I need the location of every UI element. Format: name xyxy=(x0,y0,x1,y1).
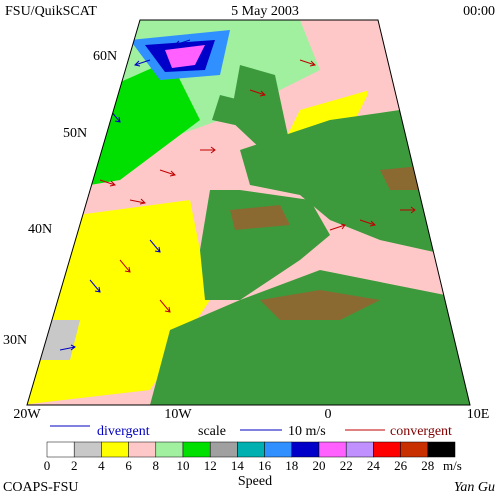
colorbar-swatch xyxy=(128,441,157,458)
colorbar-swatch xyxy=(101,441,129,458)
colorbar-label: 24 xyxy=(367,458,381,473)
colorbar-label: 0 xyxy=(44,458,51,473)
colorbar-label: 12 xyxy=(204,458,217,473)
header-left: FSU/QuikSCAT xyxy=(5,4,97,19)
colorbar-swatch xyxy=(264,441,293,458)
lat-label: 60N xyxy=(93,49,117,64)
colorbar-label: 14 xyxy=(231,458,245,473)
lat-label: 40N xyxy=(28,222,52,237)
colorbar: 0 2 4 6 8 10 12 14 16 18 20 22 24 26 28 m/s xyxy=(44,441,462,473)
colorbar-swatch xyxy=(182,441,211,458)
colorbar-label: 16 xyxy=(258,458,272,473)
colorbar-label: 28 xyxy=(421,458,434,473)
colorbar-swatch xyxy=(237,441,265,458)
colorbar-label: 20 xyxy=(313,458,326,473)
colorbar-label: 10 xyxy=(177,458,190,473)
colorbar-label: 26 xyxy=(394,458,408,473)
lat-label: 30N xyxy=(3,333,27,348)
wind-arrows xyxy=(99,59,416,313)
legend-divergent: divergent xyxy=(97,424,150,439)
footer-left: COAPS-FSU xyxy=(3,480,78,495)
colorbar-swatch xyxy=(318,441,347,458)
header-right: 00:00 xyxy=(463,4,495,19)
colorbar-swatch xyxy=(400,441,429,458)
map xyxy=(27,20,470,405)
header-center: 5 May 2003 xyxy=(231,4,299,19)
colorbar-swatch xyxy=(427,441,456,458)
colorbar-swatch xyxy=(209,441,238,458)
lon-label: 0 xyxy=(325,407,332,422)
colorbar-label: 22 xyxy=(340,458,353,473)
colorbar-swatch xyxy=(345,441,374,458)
colorbar-label: 18 xyxy=(285,458,298,473)
lon-label: 10E xyxy=(467,407,490,422)
lat-label: 50N xyxy=(63,126,87,141)
colorbar-label: 8 xyxy=(153,458,160,473)
colorbar-title: Speed xyxy=(238,474,272,489)
legend-convergent: convergent xyxy=(390,424,452,439)
colorbar-label: 6 xyxy=(125,458,132,473)
legend-scale-value: 10 m/s xyxy=(288,424,326,439)
colorbar-swatch xyxy=(46,441,75,458)
colorbar-swatch xyxy=(373,441,401,458)
colorbar-label: 4 xyxy=(98,458,105,473)
map-frame xyxy=(26,19,471,406)
colorbar-swatch xyxy=(73,441,102,458)
lon-label: 10W xyxy=(164,407,192,422)
lon-label: 20W xyxy=(13,407,41,422)
legend-scale: scale xyxy=(198,424,226,439)
colorbar-label: 2 xyxy=(71,458,78,473)
colorbar-swatch xyxy=(291,441,320,458)
colorbar-unit: m/s xyxy=(443,458,462,473)
footer-right: Yan Gu xyxy=(454,480,495,495)
colorbar-swatch xyxy=(155,441,184,458)
